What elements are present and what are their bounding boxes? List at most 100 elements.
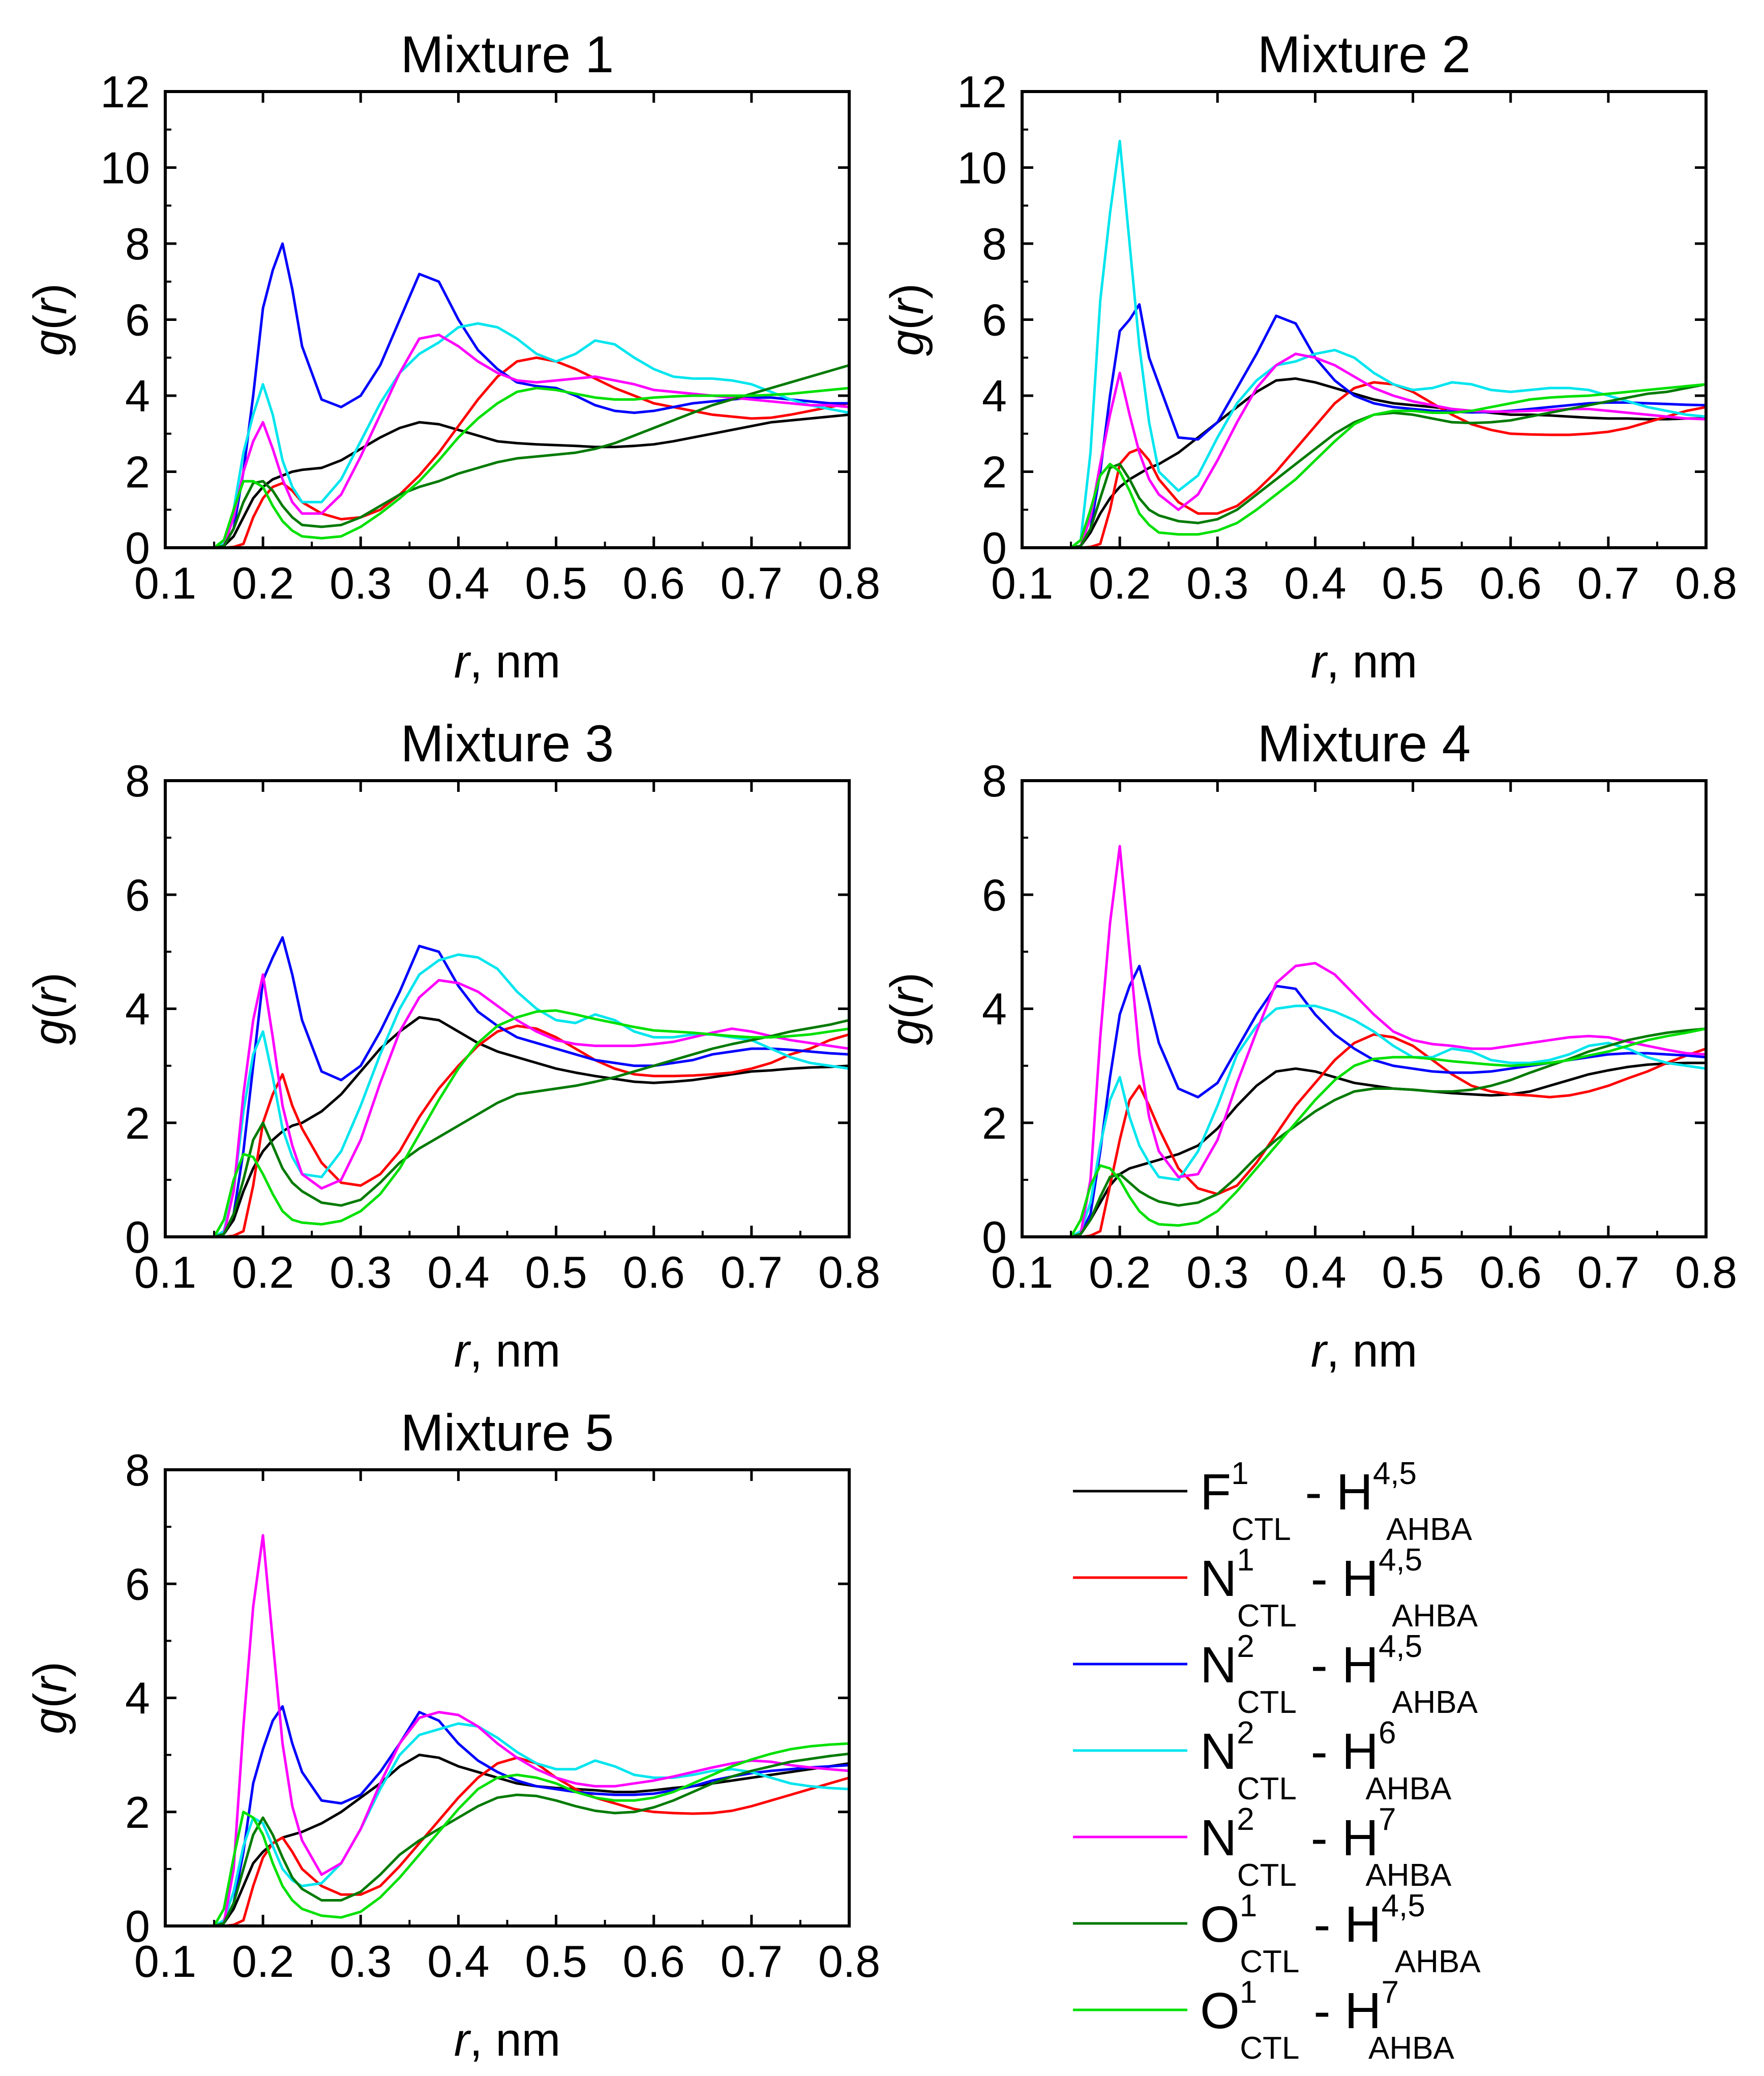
series-line-6 <box>165 1752 849 1926</box>
chart-panel-3: Mixture 3 0.1 0.2 0.3 0.4 0.5 0.6 0.7 0.8 0 2 4 6 8 r,… <box>24 715 880 1377</box>
y-tick-label: 0 <box>125 1901 150 1951</box>
legend-entry-1: F1 CTL - H4,5 AHBA <box>1073 1456 1472 1547</box>
series-line-5 <box>165 973 849 1237</box>
y-tick-label: 4 <box>982 371 1007 421</box>
legend-label: O1 CTL - H4,5 AHBA <box>1200 1888 1481 1979</box>
series-line-5 <box>165 1534 849 1926</box>
series-line-1 <box>165 1016 849 1237</box>
series-line-6 <box>165 1019 849 1237</box>
series-line-7 <box>165 1009 849 1237</box>
y-tick-label: 10 <box>957 143 1007 193</box>
y-tick-label: 0 <box>125 1212 150 1262</box>
chart-panel-5: Mixture 5 0.1 0.2 0.3 0.4 0.5 0.6 0.7 0.8 0 2 4 6 8 r,… <box>24 1404 880 2066</box>
x-tick-label: 0.6 <box>623 558 685 608</box>
y-tick-label: 12 <box>100 67 150 117</box>
x-tick-label: 0.5 <box>1382 558 1444 608</box>
y-axis-title: g(r) <box>24 972 76 1045</box>
x-tick-label: 0.3 <box>1186 1247 1248 1297</box>
chart-title: Mixture 3 <box>401 715 614 773</box>
x-tick-label: 0.6 <box>623 1936 685 1986</box>
series-line-5 <box>1022 352 1706 548</box>
chart-panel-2: Mixture 2 0.1 0.2 0.3 0.4 0.5 0.6 0.7 0.8 0 2 4 6 8 10… <box>881 25 1737 688</box>
series-line-6 <box>1022 383 1706 548</box>
x-tick-label: 0.6 <box>623 1247 685 1297</box>
x-tick-label: 0.8 <box>1675 558 1737 608</box>
x-tick-label: 0.4 <box>1284 558 1346 608</box>
y-tick-label: 6 <box>982 295 1007 345</box>
y-tick-label: 0 <box>125 523 150 573</box>
x-axis-title: r, nm <box>454 636 561 688</box>
legend-entry-2: N1 CTL - H4,5 AHBA <box>1073 1543 1478 1634</box>
y-tick-label: 2 <box>125 1098 150 1148</box>
series-lines <box>1022 139 1706 548</box>
y-tick-label: 6 <box>982 870 1007 920</box>
series-line-2 <box>165 356 849 548</box>
legend-label: N2 CTL - H7 AHBA <box>1200 1802 1452 1893</box>
plot-frame <box>164 1468 851 1927</box>
series-line-6 <box>1022 1027 1706 1237</box>
chart-title: Mixture 2 <box>1258 25 1471 83</box>
x-tick-label: 0.1 <box>991 558 1053 608</box>
series-line-4 <box>1022 139 1706 548</box>
x-tick-label: 0.3 <box>330 1936 392 1986</box>
series-line-2 <box>165 1756 849 1926</box>
y-tick-label: 8 <box>125 1445 150 1495</box>
y-tick-label: 2 <box>125 1787 150 1837</box>
series-lines <box>165 242 849 548</box>
x-tick-label: 0.7 <box>721 1247 783 1297</box>
series-line-7 <box>165 387 849 548</box>
x-tick-label: 0.6 <box>1480 558 1542 608</box>
x-tick-label: 0.3 <box>330 1247 392 1297</box>
y-tick-label: 4 <box>125 371 150 421</box>
x-tick-label: 0.3 <box>1186 558 1248 608</box>
series-lines <box>165 1534 849 1926</box>
x-tick-label: 0.5 <box>525 1247 587 1297</box>
y-tick-label: 4 <box>982 984 1007 1034</box>
x-tick-label: 0.2 <box>232 1247 294 1297</box>
series-line-7 <box>1022 1027 1706 1237</box>
x-tick-label: 0.7 <box>1577 1247 1639 1297</box>
x-tick-label: 0.5 <box>1382 1247 1444 1297</box>
chart-panel-4: Mixture 4 0.1 0.2 0.3 0.4 0.5 0.6 0.7 0.8 0 2 4 6 8 r,… <box>881 715 1737 1377</box>
x-tick-label: 0.4 <box>427 1247 489 1297</box>
legend-label: N1 CTL - H4,5 AHBA <box>1200 1543 1478 1634</box>
series-line-4 <box>165 322 849 548</box>
legend-label: O1 CTL - H7 AHBA <box>1200 1975 1454 2066</box>
x-axis-title: r, nm <box>1311 1325 1418 1377</box>
x-tick-label: 0.2 <box>1089 558 1151 608</box>
series-line-1 <box>165 413 849 548</box>
series-line-3 <box>1022 303 1706 548</box>
y-tick-label: 10 <box>100 143 150 193</box>
x-tick-label: 0.2 <box>232 1936 294 1986</box>
x-axis-title: r, nm <box>454 2014 561 2066</box>
series-line-2 <box>1022 1033 1706 1237</box>
series-lines <box>1022 845 1706 1237</box>
x-tick-label: 0.1 <box>134 558 196 608</box>
x-tick-label: 0.4 <box>1284 1247 1346 1297</box>
x-tick-label: 0.5 <box>525 1936 587 1986</box>
x-tick-label: 0.4 <box>427 558 489 608</box>
y-tick-label: 12 <box>957 67 1007 117</box>
legend-label: F1 CTL - H4,5 AHBA <box>1200 1456 1472 1547</box>
x-tick-label: 0.8 <box>818 1247 880 1297</box>
y-tick-label: 2 <box>982 1098 1007 1148</box>
series-line-3 <box>165 936 849 1237</box>
series-line-5 <box>1022 845 1706 1237</box>
plot-frame <box>1021 779 1708 1238</box>
series-lines <box>165 936 849 1237</box>
series-line-4 <box>1022 1004 1706 1237</box>
x-tick-label: 0.4 <box>427 1936 489 1986</box>
series-line-7 <box>1022 383 1706 548</box>
x-tick-label: 0.5 <box>525 558 587 608</box>
legend-label: N2 CTL - H6 AHBA <box>1200 1715 1452 1806</box>
legend-label: N2 CTL - H4,5 AHBA <box>1200 1629 1478 1720</box>
x-axis-title: r, nm <box>1311 636 1418 688</box>
x-tick-label: 0.3 <box>330 558 392 608</box>
series-line-4 <box>165 1722 849 1926</box>
y-tick-label: 2 <box>982 447 1007 497</box>
series-line-3 <box>165 242 849 548</box>
x-axis-title: r, nm <box>454 1325 561 1377</box>
y-tick-label: 8 <box>982 756 1007 806</box>
panels: Mixture 1 0.1 0.2 0.3 0.4 0.5 0.6 0.7 0.8 0 2 4 6 8 10… <box>24 25 1737 2066</box>
